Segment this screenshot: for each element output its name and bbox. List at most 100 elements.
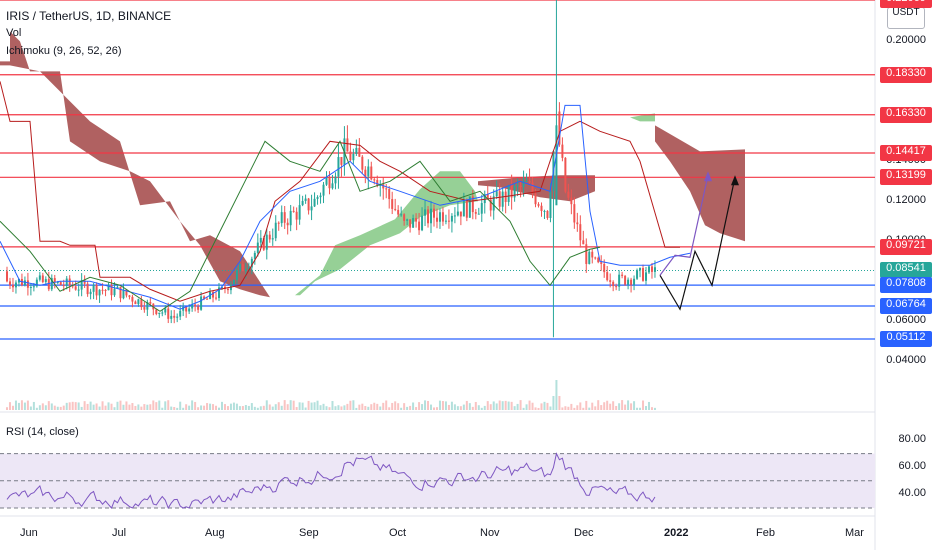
volume-bar: [176, 407, 179, 410]
candle-body: [549, 190, 552, 218]
volume-bar: [116, 401, 119, 410]
volume-bar: [606, 400, 609, 410]
volume-bar: [265, 400, 268, 410]
candle-body: [564, 157, 567, 192]
price-axis-tick: 0.06000: [886, 314, 926, 327]
volume-bar: [179, 401, 182, 410]
candle-body: [358, 147, 361, 157]
volume-bar: [244, 405, 247, 410]
price-tag: 0.07808: [880, 277, 932, 294]
candle-body: [555, 125, 558, 206]
candle-body: [349, 151, 352, 161]
candle-body: [337, 157, 340, 177]
volume-bar: [585, 400, 588, 410]
candle-body: [232, 279, 235, 285]
candle-body: [286, 222, 289, 226]
candle-body: [334, 176, 337, 184]
volume-bar: [412, 402, 415, 410]
candle-body: [507, 184, 510, 203]
candle-body: [113, 288, 116, 296]
candle-body: [173, 315, 176, 318]
volume-bar: [456, 406, 459, 410]
candle-body: [489, 199, 492, 211]
volume-bar: [627, 400, 630, 410]
candle-body: [546, 210, 549, 218]
candle-body: [391, 199, 394, 209]
volume-bar: [161, 407, 164, 410]
candle-body: [585, 244, 588, 264]
candle-body: [44, 279, 47, 283]
candle-body: [498, 191, 501, 207]
time-axis-label: Nov: [480, 527, 500, 539]
candle-body: [388, 189, 391, 200]
rsi-axis-tick: 80.00: [898, 433, 926, 445]
candle-body: [412, 218, 415, 228]
candle-body: [280, 212, 283, 224]
price-axis-tick: 0.12000: [886, 194, 926, 207]
candle-body: [331, 183, 334, 189]
volume-bar: [507, 401, 510, 410]
candle-body: [316, 197, 319, 199]
volume-bar: [400, 407, 403, 410]
candle-body: [558, 111, 561, 145]
candle-body: [59, 281, 62, 286]
volume-bar: [567, 406, 570, 410]
volume-bar: [6, 407, 8, 410]
candle-body: [191, 304, 194, 309]
volume-bar: [645, 406, 648, 410]
candle-body: [241, 264, 244, 272]
volume-bar: [44, 405, 47, 410]
candle-body: [119, 286, 122, 299]
candle-body: [295, 211, 298, 220]
candle-body: [444, 220, 447, 222]
volume-bar: [8, 402, 11, 410]
volume-bar: [125, 401, 128, 410]
candle-body: [435, 217, 438, 222]
volume-bar: [474, 401, 477, 410]
volume-bar: [259, 406, 262, 410]
volume-bar: [621, 400, 624, 410]
tenkan-sen-line: [0, 104, 691, 310]
volume-bar: [340, 406, 343, 410]
volume-bar: [200, 405, 203, 410]
candle-body: [143, 307, 146, 310]
volume-bar: [588, 407, 591, 410]
candle-body: [176, 316, 179, 318]
volume-bar: [543, 401, 546, 410]
candle-body: [567, 191, 570, 198]
volume-bar: [283, 400, 286, 410]
candle-body: [430, 208, 433, 224]
candle-body: [110, 284, 113, 296]
candle-body: [528, 181, 531, 183]
candle-body: [328, 177, 331, 189]
volume-bar: [427, 400, 430, 410]
price-axis-tick: 0.20000: [886, 34, 926, 47]
volume-bar: [137, 404, 140, 410]
candle-body: [86, 283, 89, 295]
volume-bar: [364, 406, 367, 410]
currency-unit-button[interactable]: USDT: [887, 7, 925, 29]
arrow-head: [731, 175, 739, 186]
volume-bar: [146, 404, 149, 410]
candle-body: [382, 184, 385, 189]
volume-bar: [209, 403, 212, 410]
candle-body: [594, 257, 597, 259]
candle-body: [618, 274, 621, 287]
candle-body: [540, 205, 543, 211]
volume-bar: [17, 402, 20, 410]
volume-bar: [397, 403, 400, 410]
candle-body: [322, 184, 325, 196]
volume-bar: [615, 405, 618, 410]
volume-bar: [274, 404, 277, 410]
candle-body: [516, 185, 519, 187]
volume-bar: [435, 407, 438, 410]
candle-body: [653, 267, 656, 272]
volume-bar: [14, 400, 17, 410]
candle-body: [474, 212, 477, 214]
candle-body: [576, 222, 579, 225]
volume-bar: [498, 400, 501, 410]
candle-body: [274, 222, 277, 239]
candle-body: [235, 270, 238, 280]
volume-bar: [367, 406, 370, 410]
